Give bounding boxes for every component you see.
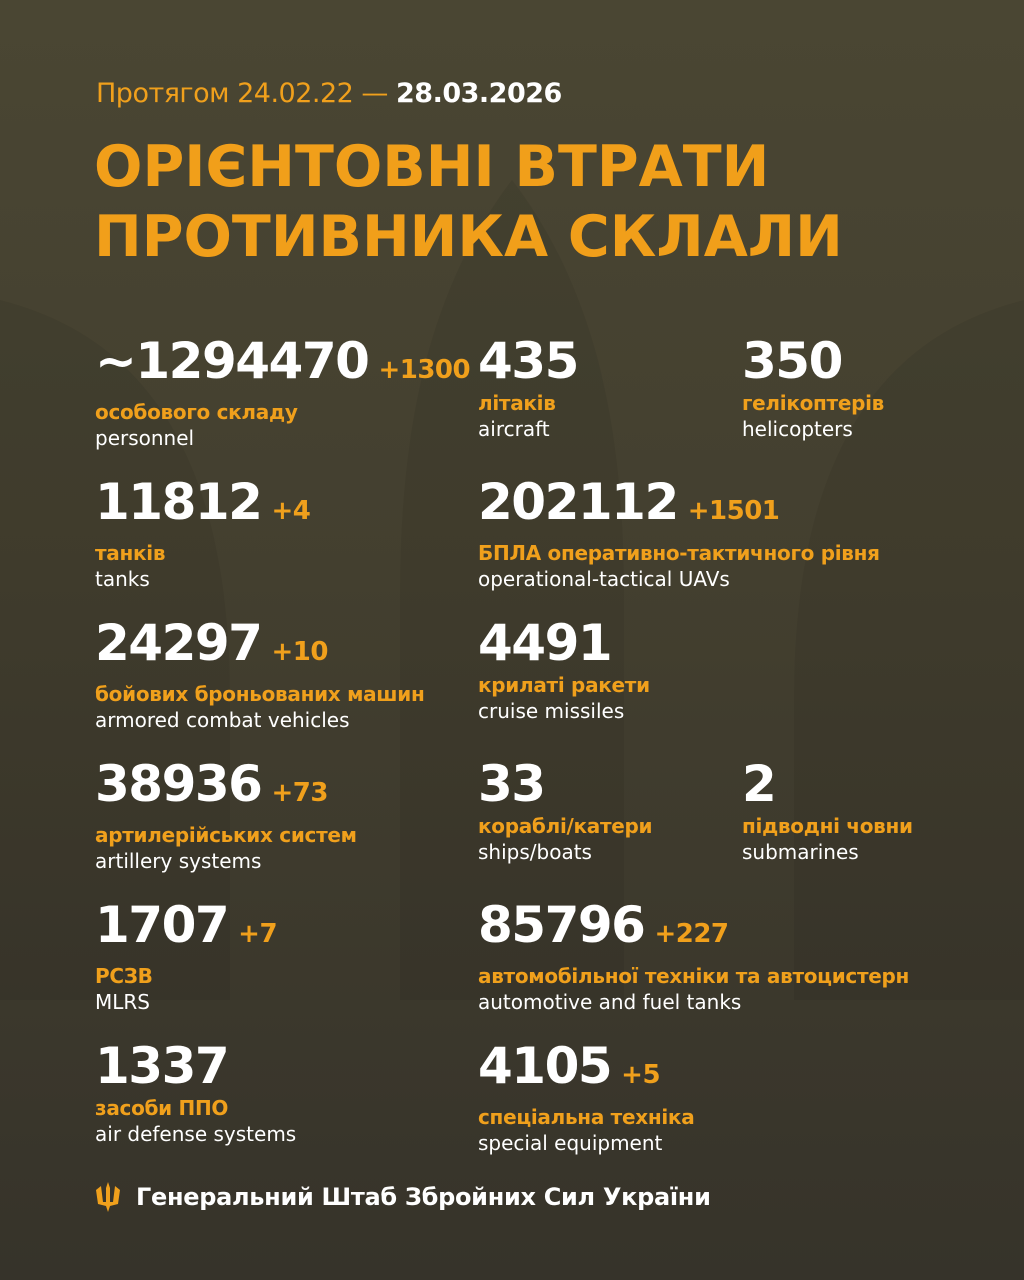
stat-special-equipment: 4105 +5 спеціальна техніка special equipm… [478,1040,695,1155]
stat-value: 24297 +10 [95,617,424,678]
stat-value: 38936 +73 [95,758,357,819]
stat-label-en: ships/boats [478,840,592,864]
stat-label-ua: особового складу [95,400,298,424]
stat-mlrs: 1707 +7 РСЗВ MLRS [95,896,278,1014]
stat-value: 4105 +5 [478,1040,694,1101]
stat-submarines: 2 підводні човни submarines [742,758,913,864]
stat-delta: +5 [621,1060,661,1090]
stat-number: 4491 [478,614,613,672]
footer: Генеральний Штаб Збройних Сил України [96,1182,711,1212]
stat-value: 435 [478,332,579,390]
stat-air-defense-systems: 1337 засоби ППО air defense systems [95,1040,296,1146]
stat-number: 202112 [478,473,679,531]
stat-artillery-systems: 38936 +73 артилерійських систем artillery… [95,758,357,873]
trident-icon [96,1182,120,1212]
stat-ships-boats: 33 кораблі/катери ships/boats [478,758,653,864]
stat-label-ua: гелікоптерів [742,391,885,415]
stat-label-en: MLRS [95,990,150,1014]
stat-label-en: cruise missiles [478,699,625,723]
stat-value: 2 [742,758,913,810]
stat-delta: +4 [271,496,311,526]
stat-label-ua: засоби ППО [95,1096,229,1120]
stat-number: 350 [742,332,843,390]
stat-number: 435 [478,332,579,390]
stat-operational-tactical-uavs: 202112 +1501 БПЛА оперативно-тактичного р… [478,476,880,591]
stat-value: 1337 [95,1040,296,1092]
stat-cruise-missiles: 4491 крилаті ракети cruise missiles [478,617,650,723]
stat-value: 202112 +1501 [478,476,880,537]
stat-automotive-and-fuel-tanks: 85796 +227 автомобільної техніки та автоц… [478,899,909,1014]
stat-delta: +73 [271,778,328,808]
stat-delta: +10 [271,637,328,667]
title-line-1: ОРІЄНТОВНІ ВТРАТИ [94,134,770,200]
stat-aircraft: 435 літаків aircraft [478,332,579,441]
stat-label-en: special equipment [478,1131,663,1155]
stat-label-en: automotive and fuel tanks [478,990,742,1014]
page-title: ОРІЄНТОВНІ ВТРАТИ ПРОТИВНИКА СКЛАЛИ [94,132,843,272]
stat-number: 11812 [95,473,263,531]
stat-label-en: aircraft [478,417,550,441]
stat-armored-combat-vehicles: 24297 +10 бойових броньованих машин armor… [95,617,425,732]
stat-label-en: operational-tactical UAVs [478,567,730,591]
stat-label-ua: РСЗВ [95,964,153,988]
stat-label-ua: кораблі/катери [478,814,653,838]
stat-label-ua: БПЛА оперативно-тактичного рівня [478,541,880,565]
stat-label-ua: спеціальна техніка [478,1105,695,1129]
stat-number: 1337 [95,1037,230,1095]
stat-number: 24297 [95,614,263,672]
stat-label-ua: літаків [478,391,556,415]
stat-label-en: submarines [742,840,859,864]
stat-label-en: armored combat vehicles [95,708,350,732]
stat-tanks: 11812 +4 танків tanks [95,473,311,591]
stat-label-en: helicopters [742,417,853,441]
stat-value: 33 [478,758,652,810]
title-line-2: ПРОТИВНИКА СКЛАЛИ [94,204,843,270]
stat-number: 85796 [478,896,646,954]
stat-value: 11812 +4 [95,473,311,537]
stat-number: ~1294470 [95,332,370,390]
stat-label-en: air defense systems [95,1122,297,1146]
stat-value: 85796 +227 [478,899,909,960]
stat-value: 4491 [478,617,650,669]
stat-number: 33 [478,755,546,813]
stat-delta: +1501 [687,496,780,526]
stat-value: ~1294470 +1300 [95,332,471,396]
period: Протягом 24.02.22 — 28.03.2026 [96,78,562,109]
stat-label-ua: крилаті ракети [478,673,650,697]
period-end: 28.03.2026 [396,78,562,109]
footer-text: Генеральний Штаб Збройних Сил України [136,1183,711,1211]
stat-label-ua: підводні човни [742,814,913,838]
stat-label-en: tanks [95,567,150,591]
stat-label-ua: танків [95,541,166,565]
stat-label-ua: автомобільної техніки та автоцистерн [478,964,910,988]
stat-delta: +1300 [378,355,471,385]
stat-number: 2 [742,755,777,813]
stat-value: 1707 +7 [95,896,278,960]
stat-value: 350 [742,335,884,387]
stat-label-en: personnel [95,426,195,450]
stat-label-ua: артилерійських систем [95,823,357,847]
period-start: Протягом 24.02.22 — [96,78,388,109]
stat-label-ua: бойових броньованих машин [95,682,425,706]
stat-delta: +7 [238,919,278,949]
stat-label-en: artillery systems [95,849,262,873]
stat-helicopters: 350 гелікоптерів helicopters [742,335,884,441]
stat-number: 4105 [478,1037,613,1095]
stat-number: 1707 [95,896,230,954]
stat-personnel: ~1294470 +1300 особового складу personnel [95,332,471,450]
stat-number: 38936 [95,755,263,813]
stat-delta: +227 [654,919,729,949]
